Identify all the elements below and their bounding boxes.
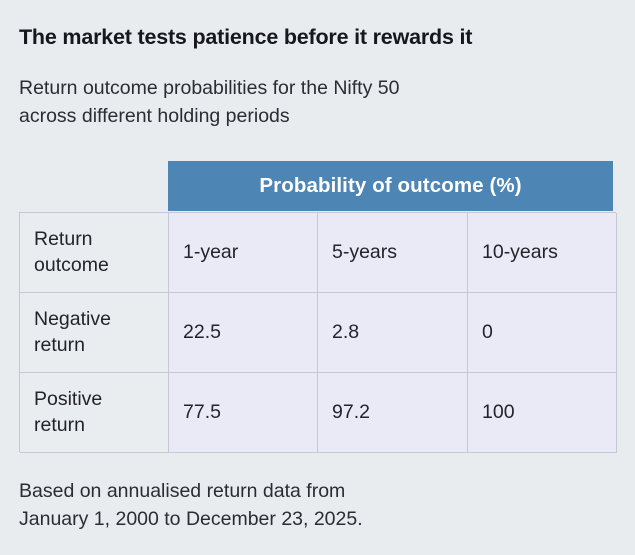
table-row-header-positive-return-label: Positive return [34,388,103,436]
table-row-header-negative-return-label: Negative return [34,308,111,356]
table-cell-negative-5-years: 2.8 [318,293,468,373]
data-source-note-line-1: Based on annualised return data from [19,480,346,502]
table-span-header-probability: Probability of outcome (%) [168,161,613,211]
table-column-header-10-years: 10-years [468,213,617,293]
table-cell-positive-10-years: 100 [468,373,617,453]
data-source-note-line-2: January 1, 2000 to December 23, 2025. [19,507,363,530]
data-source-note: Based on annualised return data from Jan… [19,478,599,533]
page-subtitle: Return outcome probabilities for the Nif… [19,75,599,130]
table-column-header-5-years: 5-years [318,213,468,293]
table-row-header-positive-return: Positive return [20,373,169,453]
table-corner-header-label: Return outcome [34,228,109,276]
table-cell-positive-5-years: 97.2 [318,373,468,453]
table-corner-header: Return outcome [20,213,169,293]
page-title: The market tests patience before it rewa… [19,25,473,49]
table-cell-negative-10-years: 0 [468,293,617,373]
table-grid: Return outcome 1-year 5-years 10-years N… [19,212,617,453]
table-column-header-1-year: 1-year [169,213,318,293]
table-cell-negative-1-year: 22.5 [169,293,318,373]
probability-table: Probability of outcome (%) Return outcom… [19,161,617,453]
page-subtitle-line-2: across different holding periods [19,104,290,127]
table-cell-positive-1-year: 77.5 [169,373,318,453]
page-subtitle-line-1: Return outcome probabilities for the Nif… [19,77,400,99]
table-row-header-negative-return: Negative return [20,293,169,373]
